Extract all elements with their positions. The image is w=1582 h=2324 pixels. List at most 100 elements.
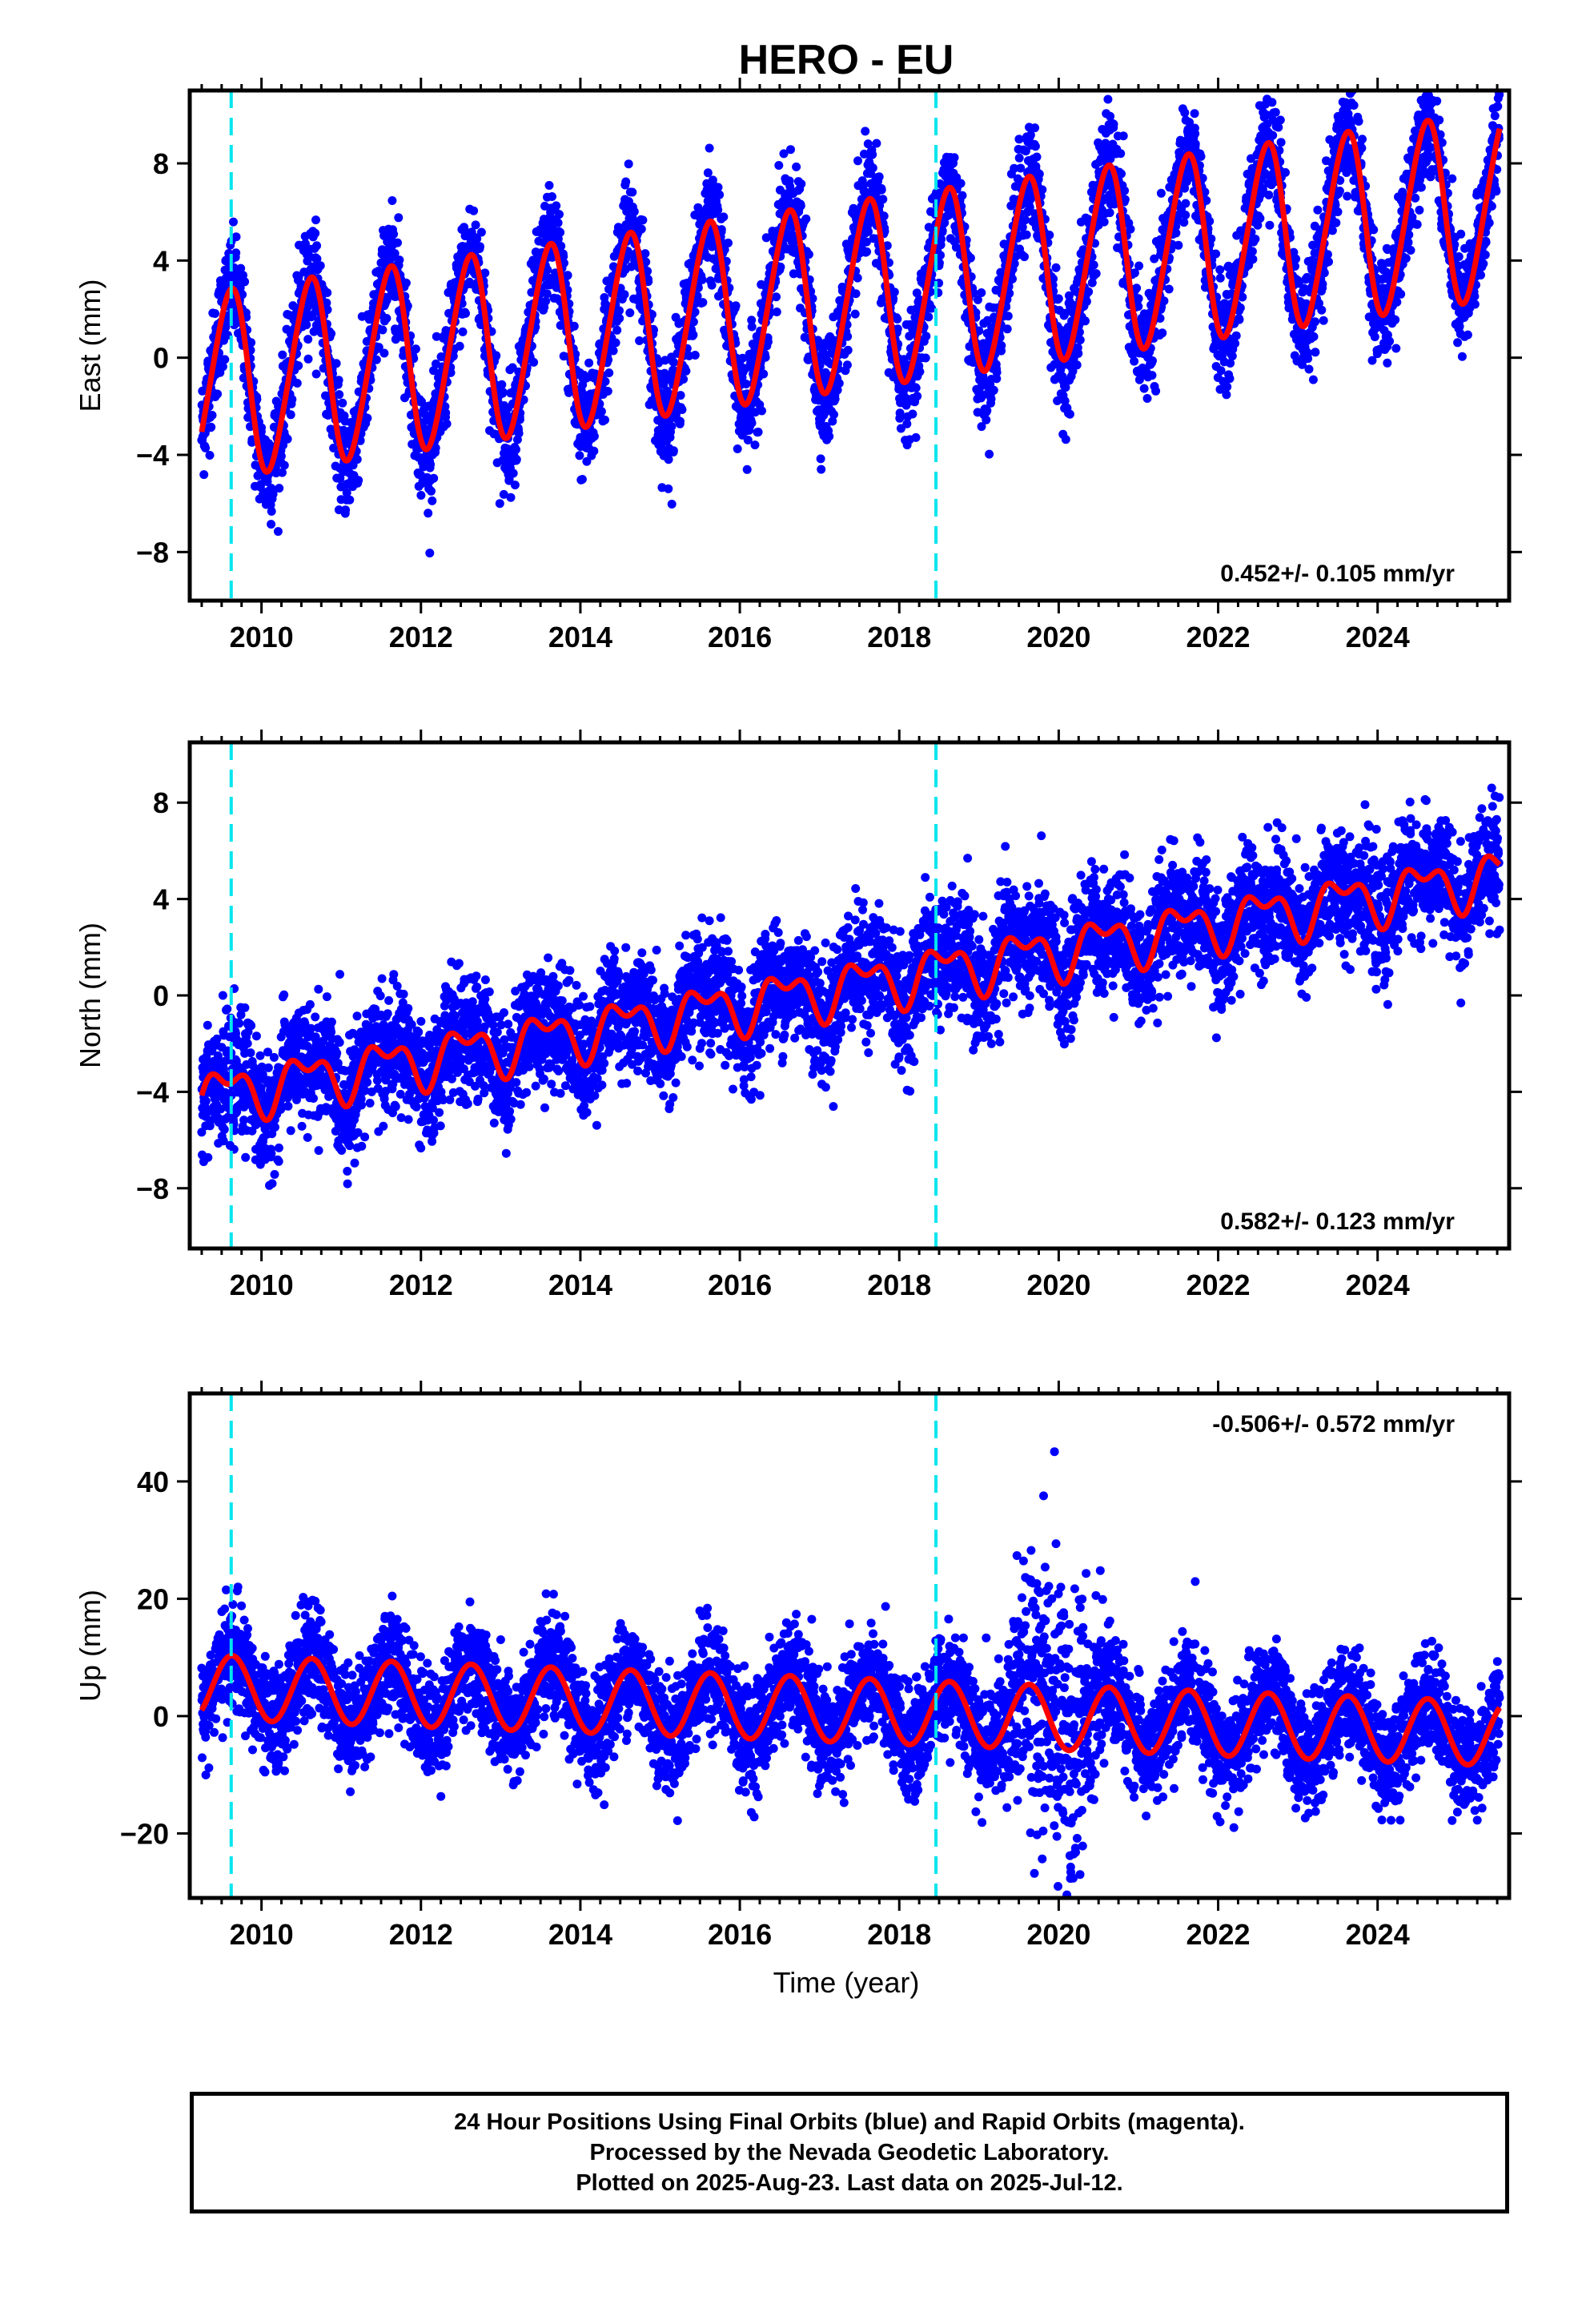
data-point — [878, 195, 888, 204]
data-point — [862, 247, 872, 256]
data-point — [1190, 109, 1199, 119]
data-point — [498, 388, 508, 397]
data-point — [804, 250, 813, 259]
data-point — [584, 358, 594, 368]
data-point — [279, 440, 288, 450]
data-point — [273, 527, 283, 537]
data-point — [312, 241, 322, 251]
data-point — [1248, 255, 1258, 264]
data-point — [1139, 384, 1149, 393]
data-point — [1072, 360, 1082, 370]
data-point — [294, 361, 303, 371]
data-point — [292, 379, 302, 388]
data-point — [625, 308, 635, 318]
data-point — [1267, 98, 1277, 107]
data-point — [1231, 331, 1241, 340]
data-point — [327, 329, 336, 339]
data-point — [417, 397, 426, 406]
data-point — [1021, 215, 1030, 225]
data-point — [1089, 260, 1098, 270]
data-point — [497, 380, 507, 389]
data-point — [543, 265, 552, 275]
data-point — [669, 446, 678, 456]
data-point — [713, 205, 723, 215]
data-point — [1030, 142, 1040, 151]
data-point — [1082, 297, 1091, 306]
data-point — [1171, 228, 1181, 238]
data-point — [334, 376, 343, 385]
data-point — [1148, 356, 1157, 365]
data-point — [1030, 123, 1040, 133]
data-point — [1022, 230, 1031, 239]
data-point — [796, 201, 805, 211]
data-point — [724, 238, 733, 247]
data-point — [853, 156, 862, 166]
data-point — [1231, 339, 1240, 348]
data-point — [1180, 108, 1190, 118]
data-point — [772, 308, 781, 316]
data-point — [874, 172, 884, 182]
data-point — [911, 383, 921, 392]
data-point — [1215, 265, 1225, 275]
data-point — [236, 263, 246, 273]
data-point — [432, 332, 441, 341]
data-point — [834, 379, 844, 388]
data-point — [1061, 435, 1070, 444]
data-point — [1196, 151, 1206, 161]
data-point — [615, 314, 624, 323]
data-point — [1181, 199, 1191, 208]
data-point — [374, 343, 383, 352]
data-point — [556, 241, 566, 251]
data-point — [603, 387, 612, 396]
data-point — [267, 520, 276, 529]
data-point — [315, 261, 325, 271]
data-point — [352, 455, 362, 464]
data-point — [1215, 273, 1225, 283]
data-point — [830, 394, 840, 404]
data-point — [512, 444, 520, 454]
data-point — [508, 363, 517, 372]
data-point — [1164, 284, 1174, 294]
data-point — [1151, 386, 1161, 396]
data-point — [287, 395, 297, 404]
data-point — [1045, 231, 1054, 239]
data-point — [379, 348, 389, 358]
data-point — [382, 314, 391, 323]
data-point — [201, 443, 211, 452]
data-point — [1251, 235, 1260, 243]
data-point — [1130, 356, 1139, 366]
data-point — [992, 368, 1002, 377]
data-point — [985, 449, 994, 459]
data-point — [908, 409, 917, 419]
data-point — [286, 410, 295, 420]
data-point — [676, 416, 685, 426]
data-point — [747, 322, 757, 332]
data-point — [394, 213, 404, 223]
data-point — [247, 338, 256, 348]
data-point — [697, 275, 707, 284]
data-point — [1181, 211, 1191, 219]
data-point — [508, 468, 518, 478]
data-point — [895, 408, 905, 418]
data-point — [759, 369, 769, 379]
data-point — [220, 355, 230, 364]
data-point — [872, 139, 881, 148]
data-point — [495, 499, 504, 509]
data-point — [621, 177, 631, 187]
data-point — [636, 224, 646, 234]
data-point — [842, 360, 852, 370]
data-point — [669, 358, 679, 367]
data-point — [1134, 261, 1144, 271]
data-point — [510, 480, 520, 490]
data-point — [1099, 217, 1109, 227]
data-point — [323, 288, 332, 297]
data-point — [982, 415, 991, 424]
data-point — [879, 211, 889, 221]
data-point — [378, 325, 387, 335]
data-point — [829, 410, 838, 420]
data-point — [921, 353, 930, 363]
data-point — [868, 163, 877, 173]
data-point — [715, 190, 725, 199]
data-point — [312, 254, 322, 263]
